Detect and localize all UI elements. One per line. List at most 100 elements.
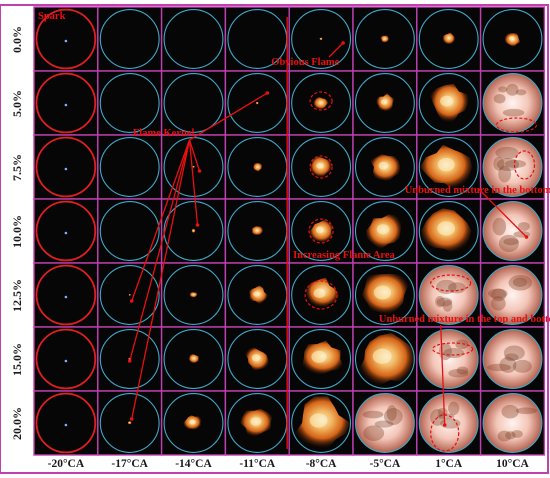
flame-fill	[483, 265, 542, 325]
row-label: 12.5%	[0, 263, 34, 327]
flame-blob	[191, 228, 196, 233]
flame-texture	[493, 93, 506, 104]
flame-core	[315, 226, 325, 234]
arrow-obvious-flame-head	[341, 41, 345, 45]
column-label: -8°CA	[305, 458, 337, 470]
panel-r4-c1	[97, 262, 163, 328]
column-label: -14°CA	[175, 458, 212, 470]
chamber-outline	[291, 201, 352, 261]
arrow-kernel-5-head	[127, 359, 132, 363]
row-label-text: 7.5%	[9, 153, 24, 181]
chamber-outline	[99, 137, 160, 197]
row-label: 5.0%	[0, 71, 34, 135]
flame-core	[437, 221, 456, 236]
chamber-outline	[291, 73, 352, 133]
chamber-outline	[354, 265, 415, 325]
flame-blob	[128, 293, 131, 296]
flame-texture	[383, 407, 403, 426]
spark-dot	[64, 359, 68, 363]
chamber-outline	[354, 73, 415, 133]
flame-texture	[497, 430, 512, 442]
panel-r3-c0	[33, 198, 99, 264]
panel-r2-c3	[224, 134, 290, 200]
panel-r1-c5	[352, 70, 418, 136]
row-label: 20.0%	[0, 391, 34, 455]
flame-fill	[483, 137, 542, 197]
panel-r0-c0	[33, 6, 99, 72]
flame-core	[189, 419, 196, 425]
panel-r2-c0	[33, 134, 99, 200]
flame-texture	[488, 288, 508, 299]
panel-r3-c6	[416, 198, 482, 264]
flame-core	[316, 163, 324, 169]
chamber-outline	[99, 73, 160, 133]
chamber-outline	[418, 73, 479, 133]
panel-r1-c4	[288, 70, 354, 136]
chamber-outline	[482, 393, 543, 453]
chamber-outline	[354, 9, 415, 69]
chamber-outline	[99, 201, 160, 261]
flame-blob	[251, 226, 264, 236]
flame-texture	[505, 431, 516, 440]
chamber-outline	[99, 9, 160, 69]
flame-texture	[502, 108, 525, 117]
flame-core	[250, 417, 262, 426]
panel-r6-c4	[288, 390, 354, 456]
flame-texture	[492, 217, 507, 236]
flame-core	[313, 288, 326, 299]
arrow-kernel-2-head	[197, 169, 202, 173]
flame-texture	[498, 234, 519, 252]
flame-texture	[455, 339, 469, 350]
panel-r3-c2	[160, 198, 227, 264]
flame-texture	[495, 146, 519, 160]
panel-background	[33, 198, 99, 264]
chamber-outline	[291, 9, 352, 69]
chamber-outline	[418, 393, 479, 453]
row-label-text: 15.0%	[9, 342, 24, 376]
flame-texture	[491, 288, 507, 302]
chamber-outline	[163, 9, 224, 69]
arrow-kernel-1-head	[265, 91, 270, 95]
flame-texture	[438, 343, 452, 361]
flame-texture	[490, 296, 506, 311]
panel-r4-c5	[352, 262, 418, 328]
row-label: 0.0%	[0, 7, 34, 71]
chamber-outline	[418, 9, 479, 69]
chamber-outline	[354, 201, 415, 261]
chamber-outline-red	[35, 8, 97, 70]
flame-fill	[483, 329, 542, 389]
arrow-kernel-3	[188, 139, 199, 226]
chamber-outline	[99, 393, 160, 453]
spark-dot	[64, 39, 68, 43]
flame-core	[437, 157, 455, 172]
chamber-outline	[99, 329, 160, 389]
panel-r6-c1	[97, 390, 163, 456]
chamber-outline	[354, 393, 415, 453]
chamber-outline	[482, 265, 543, 325]
chamber-outline	[418, 137, 479, 197]
arrow-kernel-1	[189, 92, 268, 141]
chamber-outline	[99, 265, 160, 325]
flame-blob	[442, 32, 456, 45]
chamber-outline	[482, 9, 543, 69]
chamber-outline	[291, 329, 352, 389]
arrow-kernel-6-head	[129, 417, 134, 421]
panel-background	[97, 6, 163, 72]
flame-fill	[483, 393, 542, 453]
annotation-layer: Spark Obvious Flame Flame Kernel Increasing…	[38, 11, 550, 452]
panel-r6-c3	[224, 390, 290, 456]
panel-r5-c2	[160, 326, 227, 392]
flame-fill	[483, 201, 542, 261]
flame-fill	[419, 393, 479, 453]
panel-cells	[33, 6, 546, 456]
flame-core	[253, 291, 260, 297]
chamber-outline	[291, 137, 352, 197]
annotation-increasing-area: Increasing Flame Area	[293, 250, 395, 261]
flame-blob	[255, 101, 259, 105]
outline-kernel-r4	[304, 280, 338, 310]
panel-r6-c5	[352, 390, 418, 456]
panel-r3-c1	[97, 198, 163, 264]
flame-texture	[503, 345, 525, 361]
arrow-kernel-5	[129, 139, 191, 362]
chamber-outline	[163, 265, 224, 325]
